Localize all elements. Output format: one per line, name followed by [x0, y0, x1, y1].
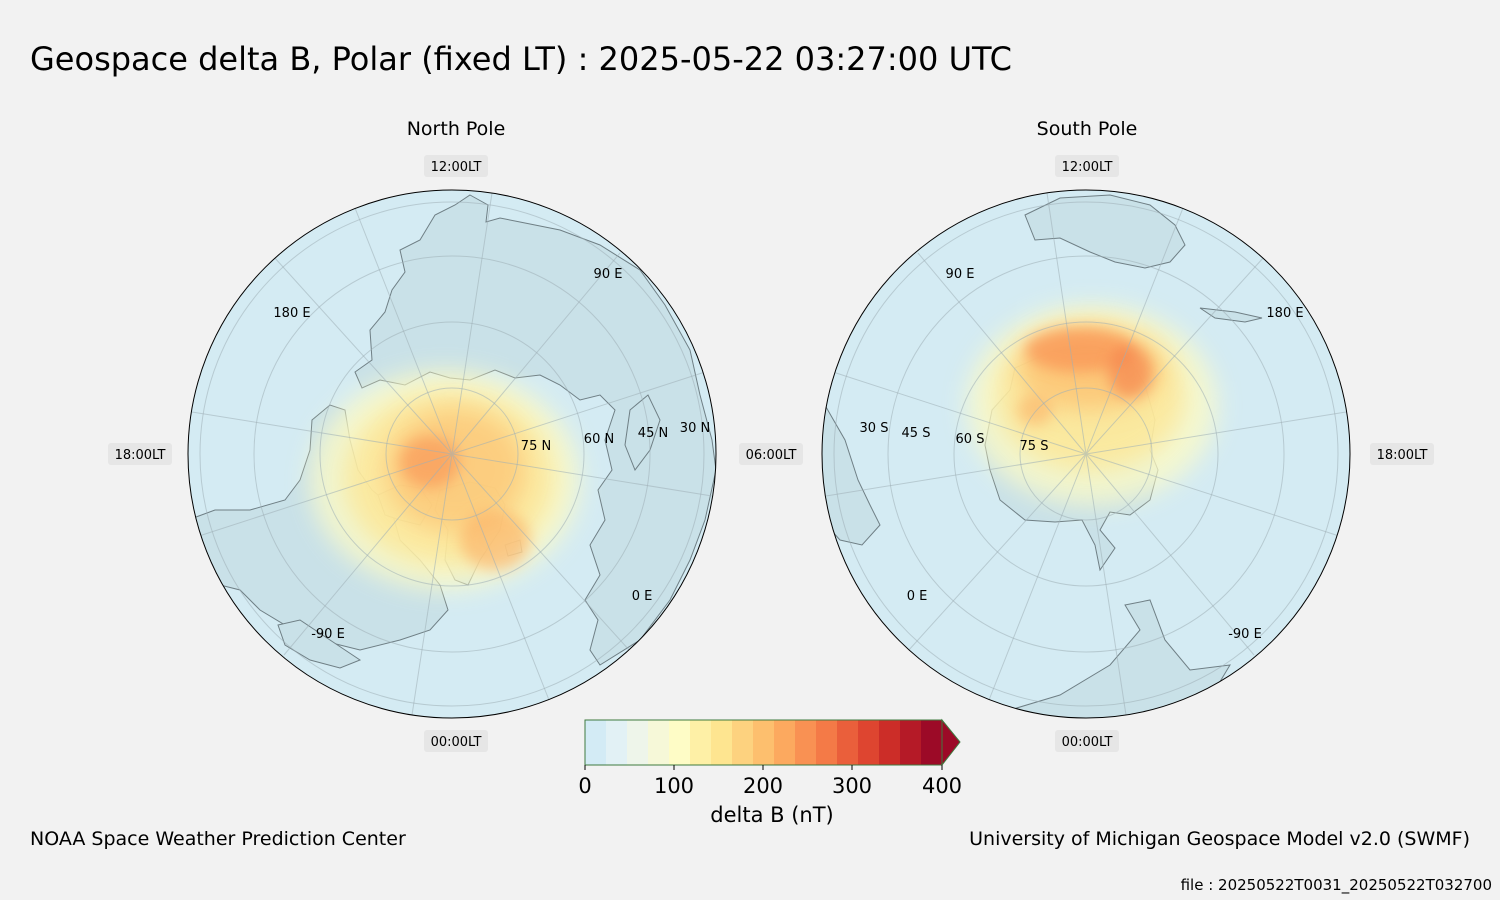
north-lat-30: 30 N: [680, 421, 710, 436]
file-label: file : 20250522T0031_20250522T032700: [1180, 876, 1492, 894]
colorbar-label: delta B (nT): [710, 803, 833, 827]
north-eurasia-land: [354, 194, 716, 666]
south-lat-45: 45 S: [902, 426, 931, 441]
south-meridians: [825, 192, 1347, 716]
north-alaska-land: [277, 619, 362, 669]
colorbar-swatch: [732, 720, 754, 765]
south-pole-map: 12:00LT 00:00LT 18:00LT 75 S 60 S 45 S 3…: [821, 155, 1434, 752]
colorbar-swatch: [858, 720, 880, 765]
south-pole-title: South Pole: [1036, 118, 1138, 140]
north-lat-45: 45 N: [638, 426, 668, 441]
colorbar-swatch: [879, 720, 901, 765]
south-lt-right: 18:00LT: [1377, 448, 1428, 463]
north-pole-title: North Pole: [406, 118, 506, 140]
colorbar-swatch: [921, 720, 943, 765]
north-grid-labels: 75 N 60 N 45 N 30 N 90 E 180 E -90 E 0 E: [273, 267, 710, 642]
colorbar-swatch: [753, 720, 775, 765]
south-lon-180e: 180 E: [1266, 306, 1303, 321]
colorbar-tick-marks: [584, 765, 943, 770]
colorbar-swatch: [606, 720, 628, 765]
colorbar-swatch: [711, 720, 733, 765]
north-lon-0e: 0 E: [632, 589, 653, 604]
south-lat-75: 75 S: [1020, 439, 1049, 454]
colorbar-tick-100: 100: [654, 774, 694, 798]
south-map-border: [821, 189, 1351, 719]
south-latitude-circles: [833, 201, 1339, 707]
colorbar-tick-0: 0: [578, 774, 591, 798]
south-new-zealand-land: [1199, 307, 1263, 323]
north-lt-left: 18:00LT: [115, 448, 166, 463]
north-lt-top: 12:00LT: [431, 160, 482, 175]
colorbar-tick-400: 400: [922, 774, 962, 798]
south-australia-land: [1024, 194, 1186, 269]
north-pole-map: 12:00LT 00:00LT 18:00LT 06:00LT 75 N 60 …: [108, 155, 803, 752]
colorbar-swatch: [774, 720, 796, 765]
south-lon-90e: 90 E: [946, 267, 975, 282]
south-lt-top: 12:00LT: [1062, 160, 1113, 175]
north-meridians: [191, 192, 713, 716]
north-lat-60: 60 N: [584, 432, 614, 447]
south-grid-labels: 75 S 60 S 45 S 30 S 90 E 180 E 0 E -90 E: [860, 267, 1304, 642]
colorbar: 0 100 200 300 400 delta B (nT): [578, 718, 962, 827]
north-lt-labels: 12:00LT 00:00LT 18:00LT 06:00LT: [108, 155, 803, 752]
colorbar-swatch: [900, 720, 922, 765]
north-lt-right: 06:00LT: [746, 448, 797, 463]
colorbar-swatch: [795, 720, 817, 765]
south-lat-60: 60 S: [956, 432, 985, 447]
south-lt-labels: 12:00LT 00:00LT 18:00LT: [1055, 155, 1434, 752]
colorbar-extend-arrow: [941, 718, 961, 767]
footer-right: University of Michigan Geospace Model v2…: [969, 828, 1470, 850]
colorbar-swatch: [585, 720, 607, 765]
footer-left: NOAA Space Weather Prediction Center: [30, 828, 406, 850]
south-lt-bottom: 00:00LT: [1062, 735, 1113, 750]
colorbar-swatch: [837, 720, 859, 765]
north-lon-180e: 180 E: [273, 306, 310, 321]
north-latitude-circles: [199, 201, 705, 707]
north-lon-90e: 90 E: [594, 267, 623, 282]
south-lon-m90e: -90 E: [1228, 627, 1262, 642]
colorbar-swatch: [669, 720, 691, 765]
south-lon-0e: 0 E: [907, 589, 928, 604]
north-lat-75: 75 N: [521, 439, 551, 454]
north-map-border: [187, 189, 717, 719]
colorbar-swatch: [648, 720, 670, 765]
colorbar-swatch: [816, 720, 838, 765]
colorbar-swatch: [690, 720, 712, 765]
colorbar-tick-200: 200: [743, 774, 783, 798]
colorbar-swatch: [627, 720, 649, 765]
colorbar-swatches: [585, 720, 943, 765]
north-lon-m90e: -90 E: [311, 627, 345, 642]
colorbar-tick-300: 300: [832, 774, 872, 798]
south-lat-30: 30 S: [860, 421, 889, 436]
figure-title: Geospace delta B, Polar (fixed LT) : 202…: [30, 40, 1012, 78]
north-lt-bottom: 00:00LT: [431, 735, 482, 750]
south-delta-b-field: [967, 305, 1217, 505]
north-delta-b-field: [310, 370, 580, 590]
